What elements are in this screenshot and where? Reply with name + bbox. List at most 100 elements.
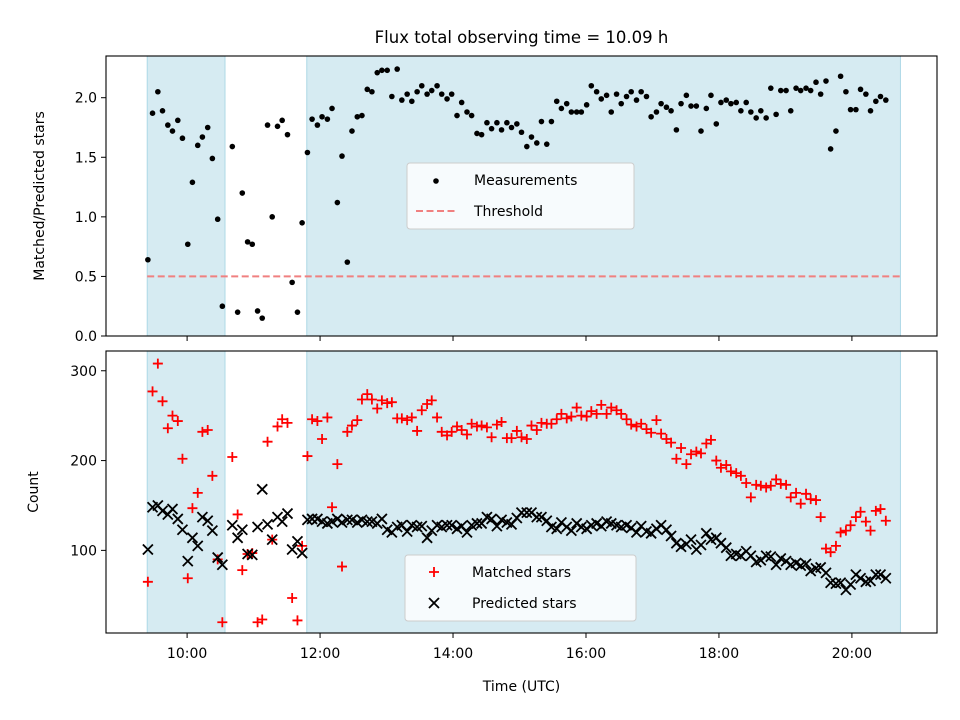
matched-point: [651, 415, 662, 426]
measurement-point: [837, 73, 844, 80]
matched-point: [765, 480, 776, 491]
matched-point: [556, 408, 567, 419]
measurement-point: [294, 309, 301, 315]
matched-point: [561, 413, 572, 424]
measurement-point: [783, 87, 789, 94]
matched-point: [681, 459, 692, 470]
matched-point: [705, 434, 716, 445]
measurement-point: [379, 67, 385, 74]
measurement-point: [518, 129, 525, 136]
matched-point: [601, 408, 612, 419]
matched-point: [456, 425, 467, 436]
matched-point: [372, 403, 383, 414]
measurement-point: [319, 113, 325, 120]
predicted-point: [246, 549, 258, 561]
predicted-point: [376, 513, 388, 525]
matched-point: [362, 389, 373, 400]
measurement-point: [194, 142, 201, 149]
measurement-point: [184, 241, 191, 248]
matched-point: [426, 395, 437, 406]
measurement-point: [653, 109, 660, 115]
measurement-point: [548, 118, 555, 125]
measurement-point: [279, 117, 285, 124]
matched-point: [197, 426, 208, 437]
measurement-point: [494, 119, 500, 126]
predicted-point: [471, 517, 483, 530]
matched-point: [616, 408, 627, 419]
predicted-point: [834, 577, 847, 589]
measurement-point: [394, 66, 400, 72]
axes-frame: [105, 350, 938, 634]
measurement-point: [214, 216, 221, 223]
measurement-point: [698, 128, 704, 134]
measurement-point: [149, 110, 156, 116]
measurement-point: [289, 279, 295, 286]
measurement-point: [229, 143, 236, 150]
axes-frame: [105, 55, 938, 337]
matched-point: [551, 414, 562, 425]
matched-point: [840, 525, 851, 536]
matched-point: [801, 488, 812, 499]
measurement-point: [728, 100, 734, 107]
observing-span: [146, 55, 226, 337]
matched-point: [476, 420, 487, 431]
matched-point: [761, 482, 772, 493]
legend-label: Measurements: [474, 173, 577, 189]
predicted-point: [515, 507, 528, 519]
measurement-point: [468, 112, 475, 119]
measurement-point: [399, 97, 405, 103]
matched-point: [376, 395, 387, 406]
measurement-point: [464, 109, 470, 115]
measurement-point: [155, 88, 161, 95]
matched-point: [880, 515, 891, 526]
measurement-point: [743, 99, 750, 106]
predicted-point: [172, 513, 184, 525]
predicted-point: [156, 505, 169, 517]
measurement-point: [254, 308, 261, 314]
measurement-point: [723, 97, 730, 103]
legend-label: Matched stars: [472, 565, 571, 581]
measurement-point: [883, 97, 889, 103]
matched-point: [676, 442, 687, 453]
measurement-point: [344, 259, 351, 265]
measurement-point: [438, 91, 445, 97]
measurement-point: [693, 103, 700, 109]
measurement-point: [404, 91, 410, 97]
matched-point: [207, 470, 218, 481]
measurement-point: [538, 118, 545, 125]
matched-point: [636, 418, 647, 429]
measurement-point: [259, 315, 266, 321]
measurement-point: [374, 69, 381, 76]
predicted-point: [765, 551, 777, 563]
measurement-point: [179, 135, 186, 142]
predicted-point: [541, 515, 553, 527]
measurement-point: [409, 98, 415, 105]
predicted-point: [535, 511, 548, 523]
measurement-point: [359, 112, 365, 119]
matched-point: [506, 433, 517, 444]
measurement-point: [823, 78, 829, 84]
measurement-point: [199, 134, 206, 140]
measurement-point: [618, 100, 625, 107]
x-tick-label: 10:00: [167, 646, 207, 662]
predicted-point: [196, 511, 209, 523]
measurement-point: [873, 98, 879, 105]
matched-point: [162, 423, 173, 434]
predicted-point: [326, 516, 338, 528]
measurement-point: [673, 127, 680, 133]
measurement-point: [683, 92, 690, 99]
matched-point: [232, 509, 243, 520]
measurement-point: [339, 153, 345, 159]
matched-point: [292, 615, 303, 626]
measurement-point: [863, 91, 869, 97]
predicted-point: [266, 533, 278, 546]
measurement-point: [514, 121, 520, 127]
predicted-point: [231, 532, 244, 544]
predicted-point: [870, 568, 882, 581]
measurement-point: [454, 112, 460, 119]
matched-point: [212, 554, 223, 565]
measurement-point: [663, 104, 670, 111]
predicted-point: [461, 526, 473, 539]
measurement-point: [877, 93, 884, 100]
x-axis-label: Time (UTC): [482, 679, 560, 695]
